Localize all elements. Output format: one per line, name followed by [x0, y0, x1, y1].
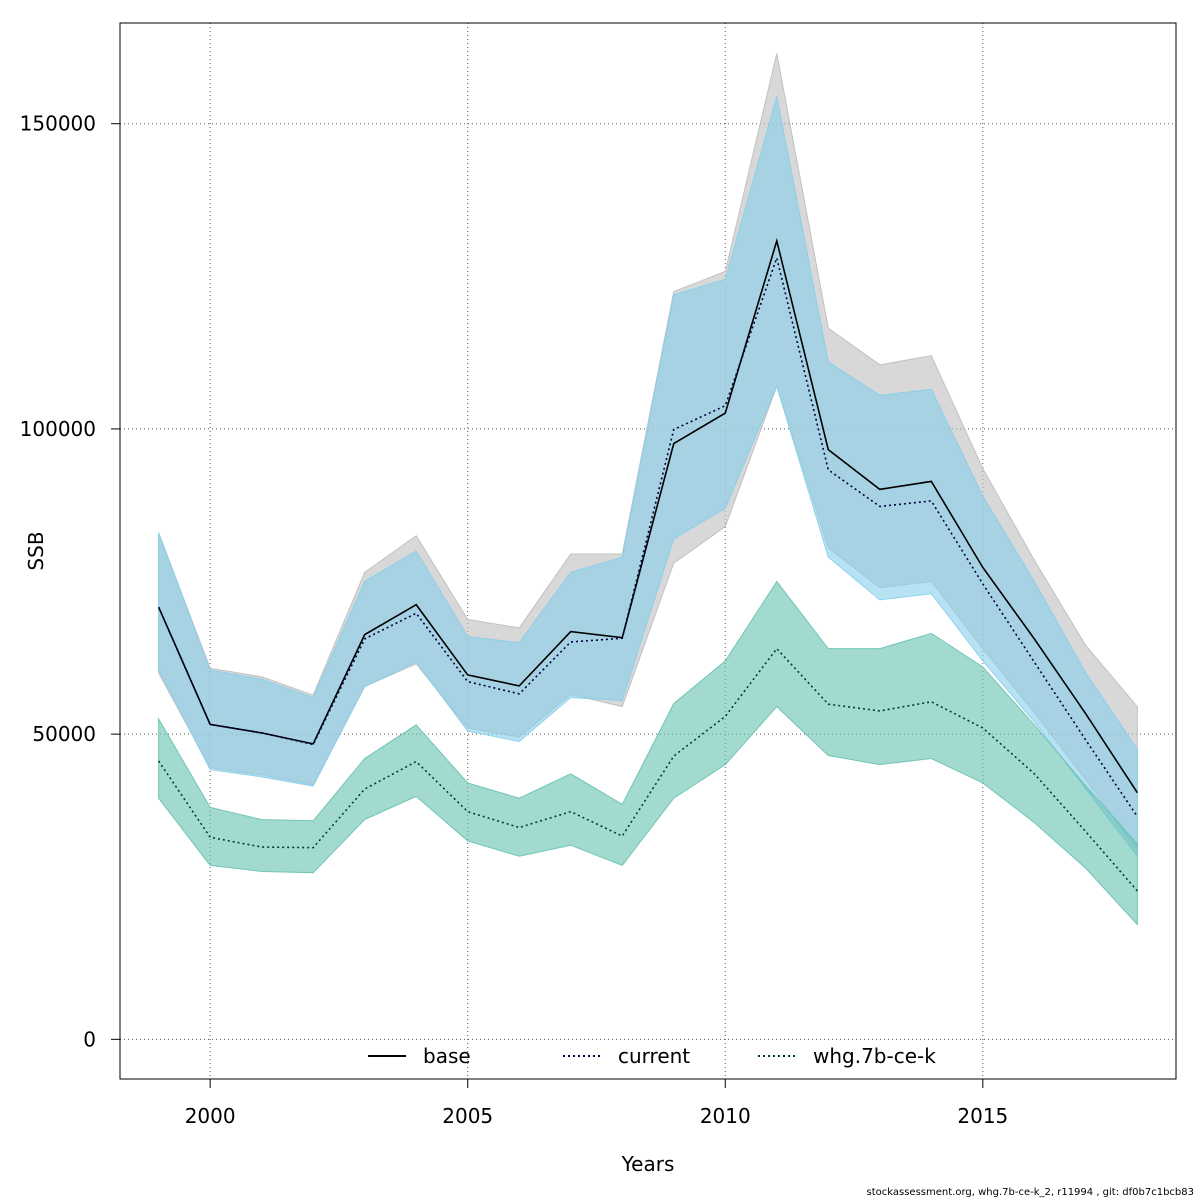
x-tick-label: 2000 — [185, 1104, 236, 1128]
x-tick-label: 2015 — [957, 1104, 1008, 1128]
line-base — [157, 237, 1139, 794]
y-axis-ticks: 0 50000 100000 150000 — [20, 112, 120, 1051]
series-lines — [157, 237, 1139, 892]
y-tick-label: 50000 — [32, 722, 96, 746]
y-tick-label: 0 — [83, 1027, 96, 1051]
line-whg-7b-ce-k — [157, 647, 1138, 892]
band-whg-7b-ce-k — [158, 580, 1138, 926]
confidence-bands — [158, 53, 1138, 926]
legend-label: whg.7b-ce-k — [813, 1044, 936, 1068]
credit-text: stockassessment.org, whg.7b-ce-k_2, r119… — [866, 1187, 1194, 1198]
x-axis-label: Years — [621, 1152, 675, 1176]
legend-label: current — [618, 1044, 690, 1068]
legend-label: base — [423, 1044, 471, 1068]
plot-frame — [119, 22, 1177, 1080]
x-axis-ticks: 2000 2005 2010 2015 — [185, 1079, 1008, 1128]
legend: base current whg.7b-ce-k — [368, 1044, 936, 1068]
x-tick-label: 2010 — [700, 1104, 751, 1128]
y-axis-label: SSB — [24, 531, 48, 570]
x-tick-label: 2005 — [442, 1104, 493, 1128]
y-tick-label: 100000 — [20, 417, 96, 441]
y-tick-label: 150000 — [20, 112, 96, 136]
